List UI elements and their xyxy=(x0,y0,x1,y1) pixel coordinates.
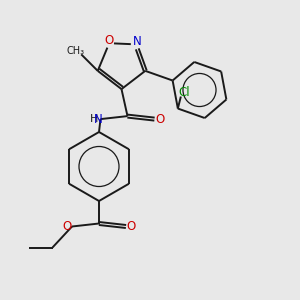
Text: H: H xyxy=(90,114,98,124)
Text: N: N xyxy=(94,112,103,126)
Text: O: O xyxy=(62,220,71,233)
Text: N: N xyxy=(133,35,142,48)
Text: O: O xyxy=(155,112,164,126)
Text: O: O xyxy=(127,220,136,233)
Text: CH₃: CH₃ xyxy=(67,46,85,56)
Text: O: O xyxy=(105,34,114,47)
Text: Cl: Cl xyxy=(178,85,190,98)
